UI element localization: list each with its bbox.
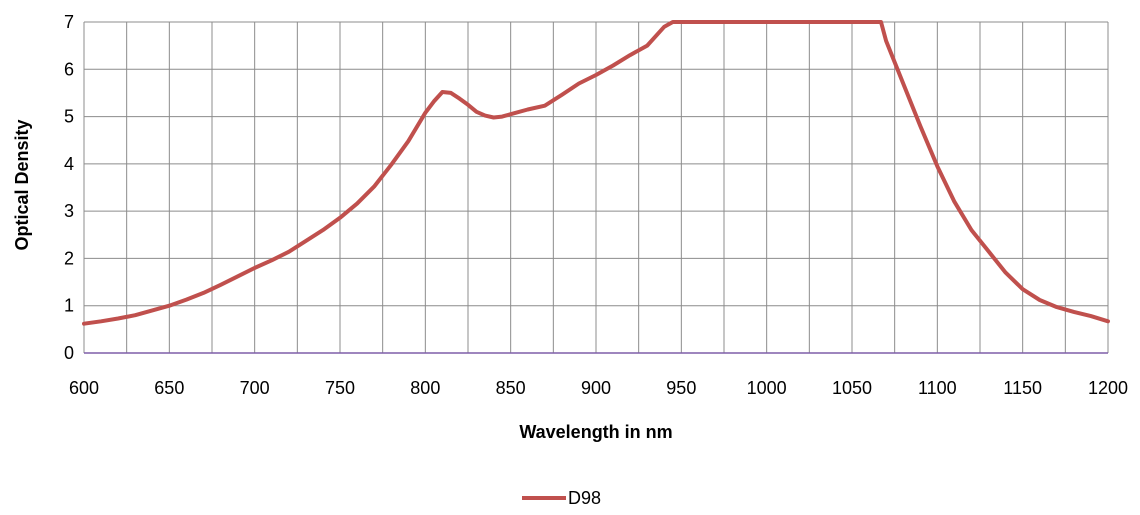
x-tick-label: 950 [666,378,696,398]
y-tick-label: 3 [64,201,74,221]
y-tick-label: 6 [64,59,74,79]
legend-label-d98: D98 [568,488,601,508]
tick-label-layer: 0 1 2 3 4 5 6 7 600 650 700 750 800 850 900 950 1000 1050… [64,12,1128,398]
y-tick-label: 7 [64,12,74,32]
x-tick-label: 700 [240,378,270,398]
series-line-d98 [82,20,1110,326]
x-tick-label: 800 [410,378,440,398]
y-tick-label: 2 [64,248,74,268]
grid-layer [83,21,1109,353]
x-tick-label: 650 [154,378,184,398]
y-tick-label: 4 [64,154,74,174]
x-tick-label: 1150 [1003,378,1042,398]
x-tick-label: 1200 [1088,378,1128,398]
y-tick-label: 5 [64,107,74,127]
x-tick-label: 1050 [832,378,872,398]
x-tick-label: 850 [496,378,526,398]
x-axis-title: Wavelength in nm [519,422,672,442]
x-tick-label: 1000 [747,378,787,398]
series-layer [82,20,1110,326]
y-tick-label: 0 [64,343,74,363]
x-tick-label: 600 [69,378,99,398]
y-axis-title: Optical Density [12,119,32,250]
y-tick-label: 1 [64,296,74,316]
x-tick-label: 750 [325,378,355,398]
legend: D98 [522,488,601,508]
x-tick-label: 1100 [918,378,957,398]
x-tick-label: 900 [581,378,611,398]
